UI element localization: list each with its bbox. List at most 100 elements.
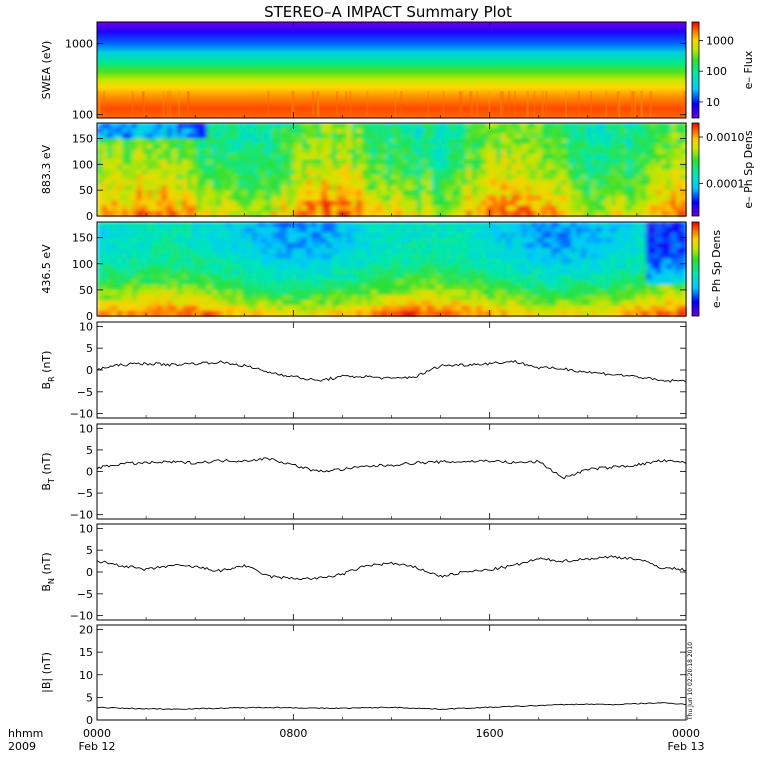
heatmap-cell bbox=[571, 274, 578, 281]
heatmap-cell bbox=[311, 300, 318, 307]
heatmap-cell bbox=[231, 258, 238, 265]
heatmap-cell bbox=[331, 253, 338, 260]
heatmap-cell bbox=[101, 248, 108, 255]
heatmap-cell bbox=[336, 222, 343, 229]
heatmap-cell bbox=[256, 279, 263, 286]
heatmap-cell bbox=[311, 179, 318, 186]
heatmap-cell bbox=[401, 253, 408, 260]
heatmap-cell bbox=[591, 258, 598, 265]
heatmap-cell bbox=[376, 310, 383, 317]
heatmap-cell bbox=[131, 123, 138, 130]
heatmap-cell bbox=[106, 154, 113, 161]
heatmap-cell bbox=[361, 253, 368, 260]
heatmap-cell bbox=[221, 174, 228, 181]
heatmap-cell bbox=[536, 128, 543, 135]
heatmap-cell bbox=[401, 300, 408, 307]
heatmap-cell bbox=[461, 138, 468, 145]
heatmap-cell bbox=[586, 123, 593, 130]
heatmap-cell bbox=[541, 195, 548, 202]
heatmap-cell bbox=[596, 305, 603, 312]
heatmap-cell bbox=[356, 179, 363, 186]
heatmap-cell bbox=[591, 289, 598, 297]
heatmap-cell bbox=[461, 284, 468, 291]
heatmap-cell bbox=[126, 185, 133, 192]
heatmap-cell bbox=[181, 200, 188, 207]
heatmap-cell bbox=[156, 305, 163, 312]
heatmap-cell bbox=[156, 269, 163, 276]
heatmap-cell bbox=[501, 305, 508, 312]
colorbar bbox=[691, 122, 700, 217]
heatmap-cell bbox=[511, 128, 518, 135]
heatmap-cell bbox=[536, 248, 543, 255]
heatmap-cell bbox=[601, 222, 608, 229]
colorbar bbox=[691, 21, 700, 119]
heatmap-cell bbox=[476, 169, 483, 176]
heatmap-cell bbox=[676, 154, 683, 161]
heatmap-cell bbox=[161, 179, 168, 186]
heatmap-cell bbox=[651, 269, 658, 276]
heatmap-cell bbox=[381, 279, 388, 286]
heatmap-cell bbox=[431, 123, 438, 130]
heatmap-cell bbox=[136, 174, 143, 181]
heatmap-cell bbox=[666, 148, 673, 155]
heatmap-cell bbox=[451, 210, 458, 217]
heatmap-cell bbox=[496, 269, 503, 276]
heatmap-cell bbox=[671, 253, 678, 260]
heatmap-cell bbox=[306, 128, 313, 135]
heatmap-cell bbox=[321, 305, 328, 312]
heatmap-cell bbox=[326, 258, 333, 265]
heatmap-cell bbox=[171, 200, 178, 207]
heatmap-cell bbox=[131, 300, 138, 307]
heatmap-cell bbox=[346, 205, 353, 212]
y-tick-label: 10 bbox=[79, 320, 93, 333]
heatmap-cell bbox=[666, 284, 673, 291]
heatmap-cell bbox=[186, 300, 193, 307]
heatmap-cell bbox=[196, 279, 203, 286]
heatmap-cell bbox=[271, 138, 278, 145]
heatmap-cell bbox=[511, 190, 518, 197]
heatmap-cell bbox=[681, 205, 687, 212]
heatmap-cell bbox=[226, 143, 233, 150]
heatmap-cell bbox=[291, 195, 298, 202]
heatmap-cell bbox=[521, 200, 528, 207]
heatmap-cell bbox=[251, 227, 258, 234]
y-tick-label: 150 bbox=[72, 232, 93, 245]
heatmap-cell bbox=[566, 242, 573, 250]
heatmap-cell bbox=[586, 143, 593, 150]
heatmap-cell bbox=[241, 174, 248, 181]
heatmap-cell bbox=[501, 123, 508, 130]
heatmap-cell bbox=[586, 295, 593, 302]
heatmap-cell bbox=[401, 274, 408, 281]
heatmap-cell bbox=[236, 185, 243, 192]
heatmap-cell bbox=[336, 143, 343, 150]
heatmap-cell bbox=[576, 222, 583, 229]
heatmap-cell bbox=[226, 269, 233, 276]
heatmap-cell bbox=[496, 205, 503, 212]
heatmap-cell bbox=[171, 159, 178, 166]
heatmap-cell bbox=[616, 128, 623, 135]
heatmap-cell bbox=[196, 138, 203, 145]
heatmap-cell bbox=[191, 159, 198, 166]
heatmap-cell bbox=[506, 284, 513, 291]
heatmap-cell bbox=[516, 300, 523, 307]
heatmap-cell bbox=[616, 305, 623, 312]
heatmap-cell bbox=[266, 200, 273, 207]
heatmap-cell bbox=[641, 310, 648, 317]
heatmap-cell bbox=[531, 242, 538, 250]
heatmap-cell bbox=[501, 237, 508, 244]
heatmap-cell bbox=[386, 210, 393, 217]
heatmap-cell bbox=[286, 232, 293, 239]
heatmap-cell bbox=[511, 133, 518, 140]
heatmap-cell bbox=[126, 190, 133, 197]
heatmap-cell bbox=[491, 179, 498, 186]
heatmap-cell bbox=[206, 284, 213, 291]
heatmap-cell bbox=[441, 274, 448, 281]
heatmap-cell bbox=[506, 289, 513, 297]
plot-title: STEREO–A IMPACT Summary Plot bbox=[264, 3, 512, 21]
heatmap-cell bbox=[486, 133, 493, 140]
heatmap-cell bbox=[516, 295, 523, 302]
heatmap-cell bbox=[626, 123, 633, 130]
heatmap-cell bbox=[501, 128, 508, 135]
heatmap-cell bbox=[481, 305, 488, 312]
heatmap-cell bbox=[421, 248, 428, 255]
